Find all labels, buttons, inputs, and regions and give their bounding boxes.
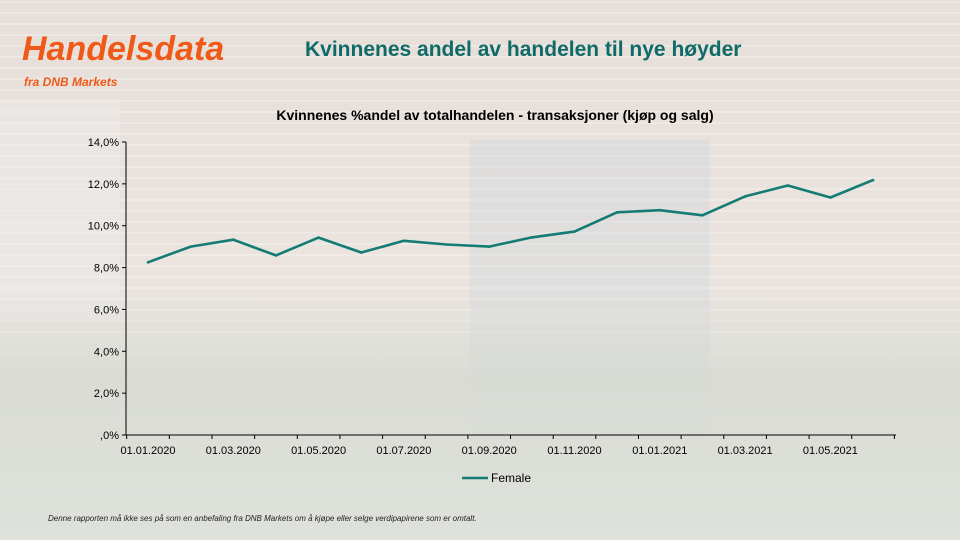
chart-series: [146, 178, 875, 264]
chart-title: Kvinnenes %andel av totalhandelen - tran…: [276, 107, 714, 123]
y-tick-label: 10,0%: [88, 221, 119, 233]
brand-subtitle: fra DNB Markets: [24, 75, 118, 89]
legend-label: Female: [491, 471, 531, 485]
x-tick-label: 01.07.2020: [376, 445, 431, 457]
x-axis-ticks: 01.01.2020 01.03.2020 01.05.2020 01.07.2020…: [120, 435, 895, 457]
data-point: [615, 211, 619, 214]
data-point: [530, 236, 534, 239]
data-point: [359, 251, 363, 254]
y-tick-label: 12,0%: [88, 179, 119, 191]
y-tick-label: 6,0%: [94, 304, 119, 316]
data-point: [274, 254, 278, 257]
background-grass: [0, 290, 960, 540]
data-point: [743, 195, 747, 198]
chart-axes: [125, 142, 896, 436]
y-tick-label: ,0%: [100, 430, 119, 442]
data-point: [445, 243, 448, 246]
data-point: [658, 208, 662, 212]
page-title: Kvinnenes andel av handelen til nye høyd…: [305, 38, 742, 61]
data-point: [871, 178, 875, 182]
data-point: [402, 239, 406, 243]
data-point: [146, 261, 150, 264]
y-tick-label: 2,0%: [94, 388, 119, 400]
x-tick-label: 01.03.2021: [718, 445, 773, 457]
y-axis-ticks: ,0% 2,0% 4,0% 6,0% 8,0% 10,0% 12,0% 14,0%: [88, 137, 126, 442]
data-point: [701, 213, 704, 217]
chart-legend: Female: [462, 471, 531, 485]
data-point: [829, 196, 832, 199]
y-tick-label: 8,0%: [94, 263, 119, 275]
data-point: [189, 245, 192, 248]
data-point: [317, 236, 320, 239]
brand-logo: Handelsdata: [22, 30, 225, 68]
x-tick-label: 01.01.2021: [632, 445, 687, 457]
x-tick-label: 01.11.2020: [547, 445, 601, 457]
data-point: [487, 245, 491, 248]
background-wall: [0, 100, 120, 320]
data-point: [573, 230, 576, 233]
x-tick-label: 01.01.2020: [120, 445, 175, 457]
disclaimer-text: Denne rapporten må ikke ses på som en an…: [48, 514, 477, 523]
data-point: [786, 184, 790, 187]
x-tick-label: 01.05.2020: [291, 445, 346, 457]
data-point: [232, 238, 235, 242]
series-line-female: [147, 178, 874, 264]
y-tick-label: 14,0%: [88, 137, 119, 149]
x-tick-label: 01.03.2020: [206, 445, 261, 457]
x-tick-label: 01.05.2021: [803, 445, 858, 457]
y-tick-label: 4,0%: [94, 346, 119, 358]
x-tick-label: 01.09.2020: [462, 445, 517, 457]
